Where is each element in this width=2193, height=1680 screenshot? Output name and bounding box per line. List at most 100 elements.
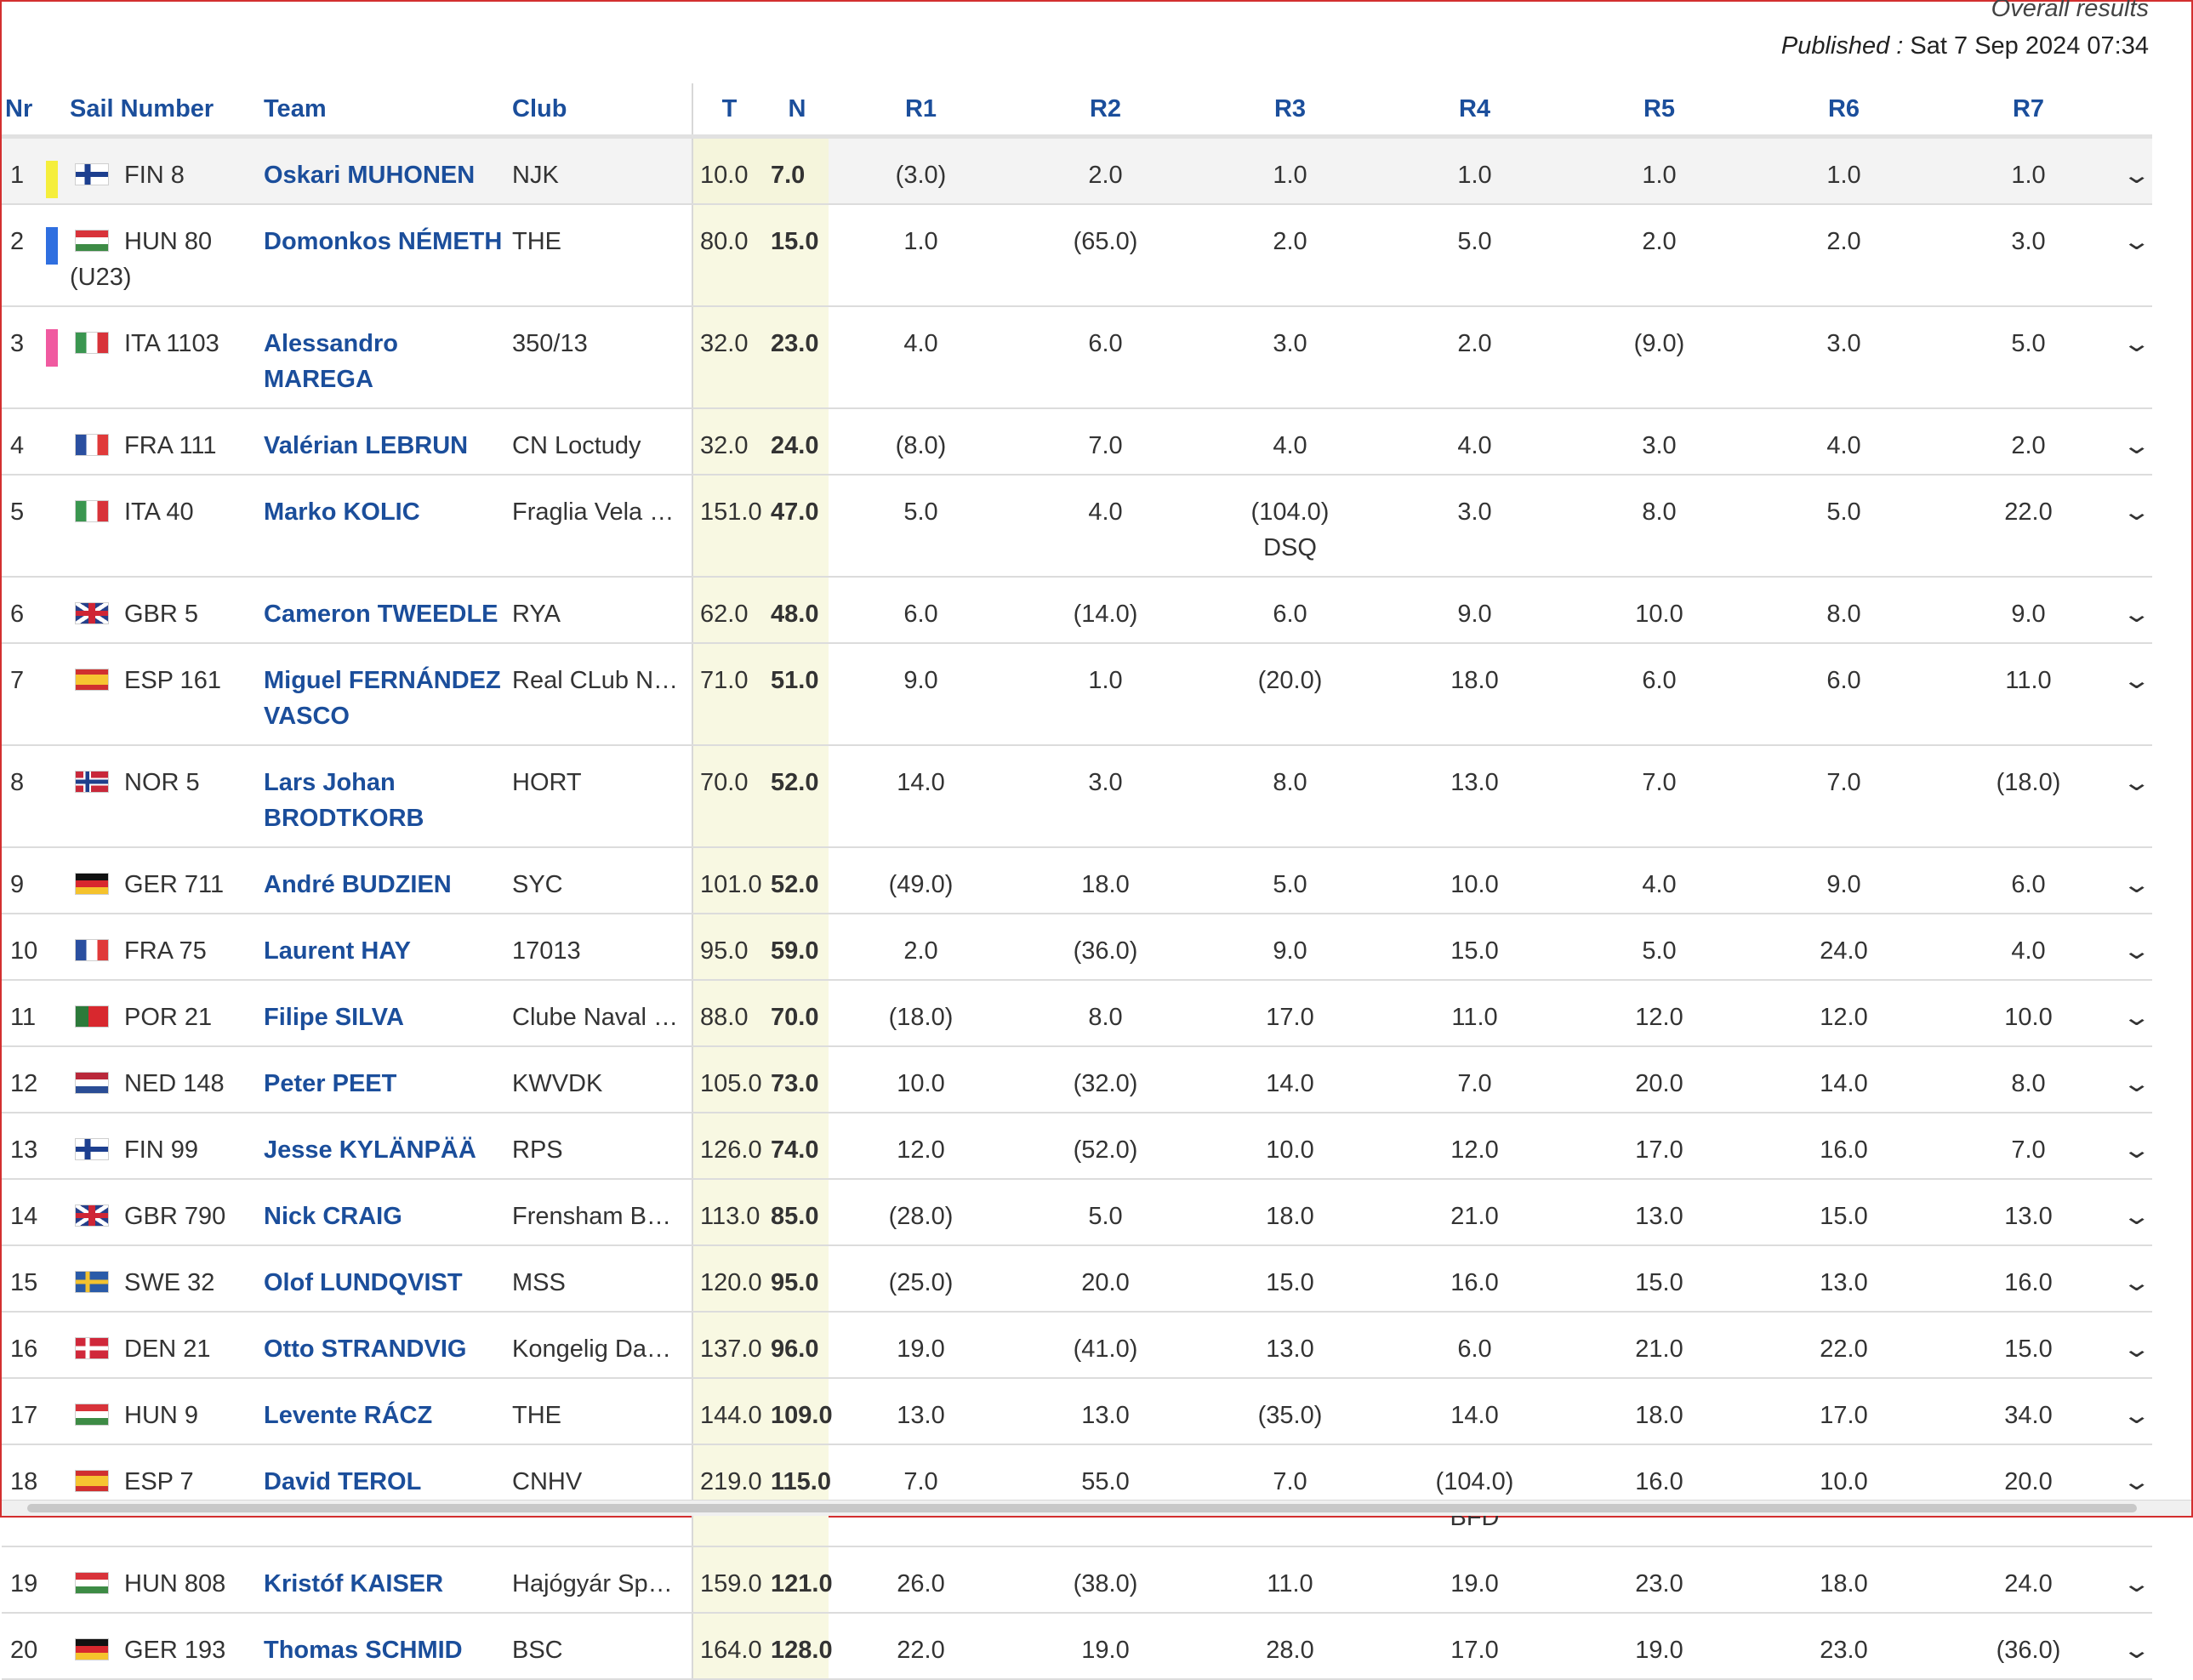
expand-cell[interactable]: ⌄ [2121,1046,2152,1113]
table-row[interactable]: 17 HUN 9 Levente RÁCZ THE 144.0 109.0 13.0 13.0… [2,1378,2152,1445]
podium-marker [46,227,58,265]
expand-cell[interactable]: ⌄ [2121,1245,2152,1313]
team-cell[interactable]: Olof LUNDQVIST [260,1245,509,1313]
col-header-net[interactable]: N [766,83,829,139]
team-cell[interactable]: Levente RÁCZ [260,1378,509,1445]
team-cell[interactable]: Thomas SCHMID [260,1613,509,1680]
team-cell[interactable]: Oskari MUHONEN [260,136,509,205]
chevron-down-icon[interactable]: ⌄ [2121,871,2152,897]
chevron-down-icon[interactable]: ⌄ [2121,1269,2152,1296]
col-header-r4[interactable]: R4 [1382,83,1567,139]
chevron-down-icon[interactable]: ⌄ [2121,228,2152,254]
team-cell[interactable]: Peter PEET [260,1046,509,1113]
team-cell[interactable]: Cameron TWEEDLE [260,577,509,644]
table-row[interactable]: 18 ESP 7 David TEROL CNHV 219.0 115.0 7.0 55.0 7… [2,1444,2152,1547]
horizontal-scrollbar[interactable] [2,1500,2191,1516]
table-row[interactable]: 5 ITA 40 Marko KOLIC Fraglia Vela … 151.0 47.… [2,475,2152,578]
expand-cell[interactable]: ⌄ [2121,306,2152,409]
table-row[interactable]: 19 HUN 808 Kristóf KAISER Hajógyár Sp… 159.0… [2,1546,2152,1614]
table-row[interactable]: 2 HUN 80 (U23) Domonkos NÉMETH THE 80.0 15.0 1.… [2,204,2152,307]
table-row[interactable]: 8 NOR 5 Lars Johan BRODTKORB HORT 70.0 52.0 14… [2,745,2152,848]
chevron-down-icon[interactable]: ⌄ [2121,937,2152,964]
expand-cell[interactable]: ⌄ [2121,136,2152,205]
chevron-down-icon[interactable]: ⌄ [2121,1004,2152,1030]
chevron-down-icon[interactable]: ⌄ [2121,432,2152,458]
chevron-down-icon[interactable]: ⌄ [2121,330,2152,356]
table-row[interactable]: 14 GBR 790 Nick CRAIG Frensham B… 113.0 85.0 (… [2,1179,2152,1246]
col-header-r1[interactable]: R1 [829,83,1013,139]
col-header-nr[interactable]: Nr [2,83,66,139]
team-cell[interactable]: Kristóf KAISER [260,1546,509,1614]
team-cell[interactable]: Marko KOLIC [260,475,509,578]
race-r6-cell: 6.0 [1752,643,1936,746]
table-row[interactable]: 6 GBR 5 Cameron TWEEDLE RYA 62.0 48.0 6.0 (14.0… [2,577,2152,644]
chevron-down-icon[interactable]: ⌄ [2121,667,2152,693]
chevron-down-icon[interactable]: ⌄ [2121,162,2152,188]
col-header-r6[interactable]: R6 [1752,83,1936,139]
table-row[interactable]: 7 ESP 161 Miguel FERNÁNDEZ VASCO Real CLub … [2,643,2152,746]
team-cell[interactable]: Filipe SILVA [260,980,509,1047]
team-cell[interactable]: Miguel FERNÁNDEZ VASCO [260,643,509,746]
race-score: 4.0 [1826,432,1861,459]
team-cell[interactable]: Laurent HAY [260,914,509,981]
team-cell[interactable]: David TEROL [260,1444,509,1547]
team-cell[interactable]: Otto STRANDVIG [260,1312,509,1379]
col-header-r2[interactable]: R2 [1013,83,1198,139]
table-row[interactable]: 15 SWE 32 Olof LUNDQVIST MSS 120.0 95.0 (25.0)… [2,1245,2152,1313]
chevron-down-icon[interactable]: ⌄ [2121,1335,2152,1362]
expand-cell[interactable]: ⌄ [2121,1444,2152,1547]
team-cell[interactable]: Valérian LEBRUN [260,408,509,476]
table-row[interactable]: 11 POR 21 Filipe SILVA Clube Naval … 88.0 70.… [2,980,2152,1047]
team-cell[interactable]: Alessandro MAREGA [260,306,509,409]
col-header-r7[interactable]: R7 [1936,83,2121,139]
table-row[interactable]: 10 FRA 75 Laurent HAY 17013 95.0 59.0 2.0 (36.0… [2,914,2152,981]
chevron-down-icon[interactable]: ⌄ [2121,601,2152,627]
chevron-down-icon[interactable]: ⌄ [2121,1637,2152,1663]
expand-cell[interactable]: ⌄ [2121,745,2152,848]
chevron-down-icon[interactable]: ⌄ [2121,498,2152,525]
table-row[interactable]: 13 FIN 99 Jesse KYLÄNPÄÄ RPS 126.0 74.0 12.0 (5… [2,1113,2152,1180]
table-row[interactable]: 20 GER 193 Thomas SCHMID BSC 164.0 128.0 22.0 1… [2,1613,2152,1680]
chevron-down-icon[interactable]: ⌄ [2121,1203,2152,1229]
expand-cell[interactable]: ⌄ [2121,1113,2152,1180]
expand-cell[interactable]: ⌄ [2121,643,2152,746]
team-cell[interactable]: Nick CRAIG [260,1179,509,1246]
table-row[interactable]: 16 DEN 21 Otto STRANDVIG Kongelig Da… 137.0 9… [2,1312,2152,1379]
table-row[interactable]: 9 GER 711 André BUDZIEN SYC 101.0 52.0 (49.0) 1… [2,847,2152,914]
expand-cell[interactable]: ⌄ [2121,1179,2152,1246]
chevron-down-icon[interactable]: ⌄ [2121,1402,2152,1428]
chevron-down-icon[interactable]: ⌄ [2121,1468,2152,1495]
table-row[interactable]: 12 NED 148 Peter PEET KWVDK 105.0 73.0 10.0 (32… [2,1046,2152,1113]
chevron-down-icon[interactable]: ⌄ [2121,1070,2152,1096]
team-name: Laurent HAY [264,937,411,965]
expand-cell[interactable]: ⌄ [2121,914,2152,981]
expand-cell[interactable]: ⌄ [2121,980,2152,1047]
col-header-r3[interactable]: R3 [1198,83,1382,139]
chevron-down-icon[interactable]: ⌄ [2121,769,2152,795]
col-header-sail-number[interactable]: Sail Number [66,83,260,139]
expand-cell[interactable]: ⌄ [2121,1312,2152,1379]
team-cell[interactable]: André BUDZIEN [260,847,509,914]
team-cell[interactable]: Domonkos NÉMETH [260,204,509,307]
chevron-down-icon[interactable]: ⌄ [2121,1136,2152,1163]
col-header-club[interactable]: Club [509,83,692,139]
expand-cell[interactable]: ⌄ [2121,1613,2152,1680]
table-row[interactable]: 1 FIN 8 Oskari MUHONEN NJK 10.0 7.0 (3.0) 2.0 1.… [2,136,2152,205]
expand-cell[interactable]: ⌄ [2121,577,2152,644]
expand-cell[interactable]: ⌄ [2121,847,2152,914]
col-header-team[interactable]: Team [260,83,509,139]
expand-cell[interactable]: ⌄ [2121,204,2152,307]
team-cell[interactable]: Lars Johan BRODTKORB [260,745,509,848]
col-header-r5[interactable]: R5 [1567,83,1752,139]
col-header-total[interactable]: T [692,83,766,139]
table-row[interactable]: 3 ITA 1103 Alessandro MAREGA 350/13 32.0 23.0… [2,306,2152,409]
expand-cell[interactable]: ⌄ [2121,1546,2152,1614]
race-score: 7.0 [1088,432,1123,459]
table-row[interactable]: 4 FRA 111 Valérian LEBRUN CN Loctudy 32.0 24.… [2,408,2152,476]
scrollbar-thumb[interactable] [27,1504,2137,1512]
expand-cell[interactable]: ⌄ [2121,408,2152,476]
expand-cell[interactable]: ⌄ [2121,475,2152,578]
chevron-down-icon[interactable]: ⌄ [2121,1570,2152,1597]
expand-cell[interactable]: ⌄ [2121,1378,2152,1445]
team-cell[interactable]: Jesse KYLÄNPÄÄ [260,1113,509,1180]
